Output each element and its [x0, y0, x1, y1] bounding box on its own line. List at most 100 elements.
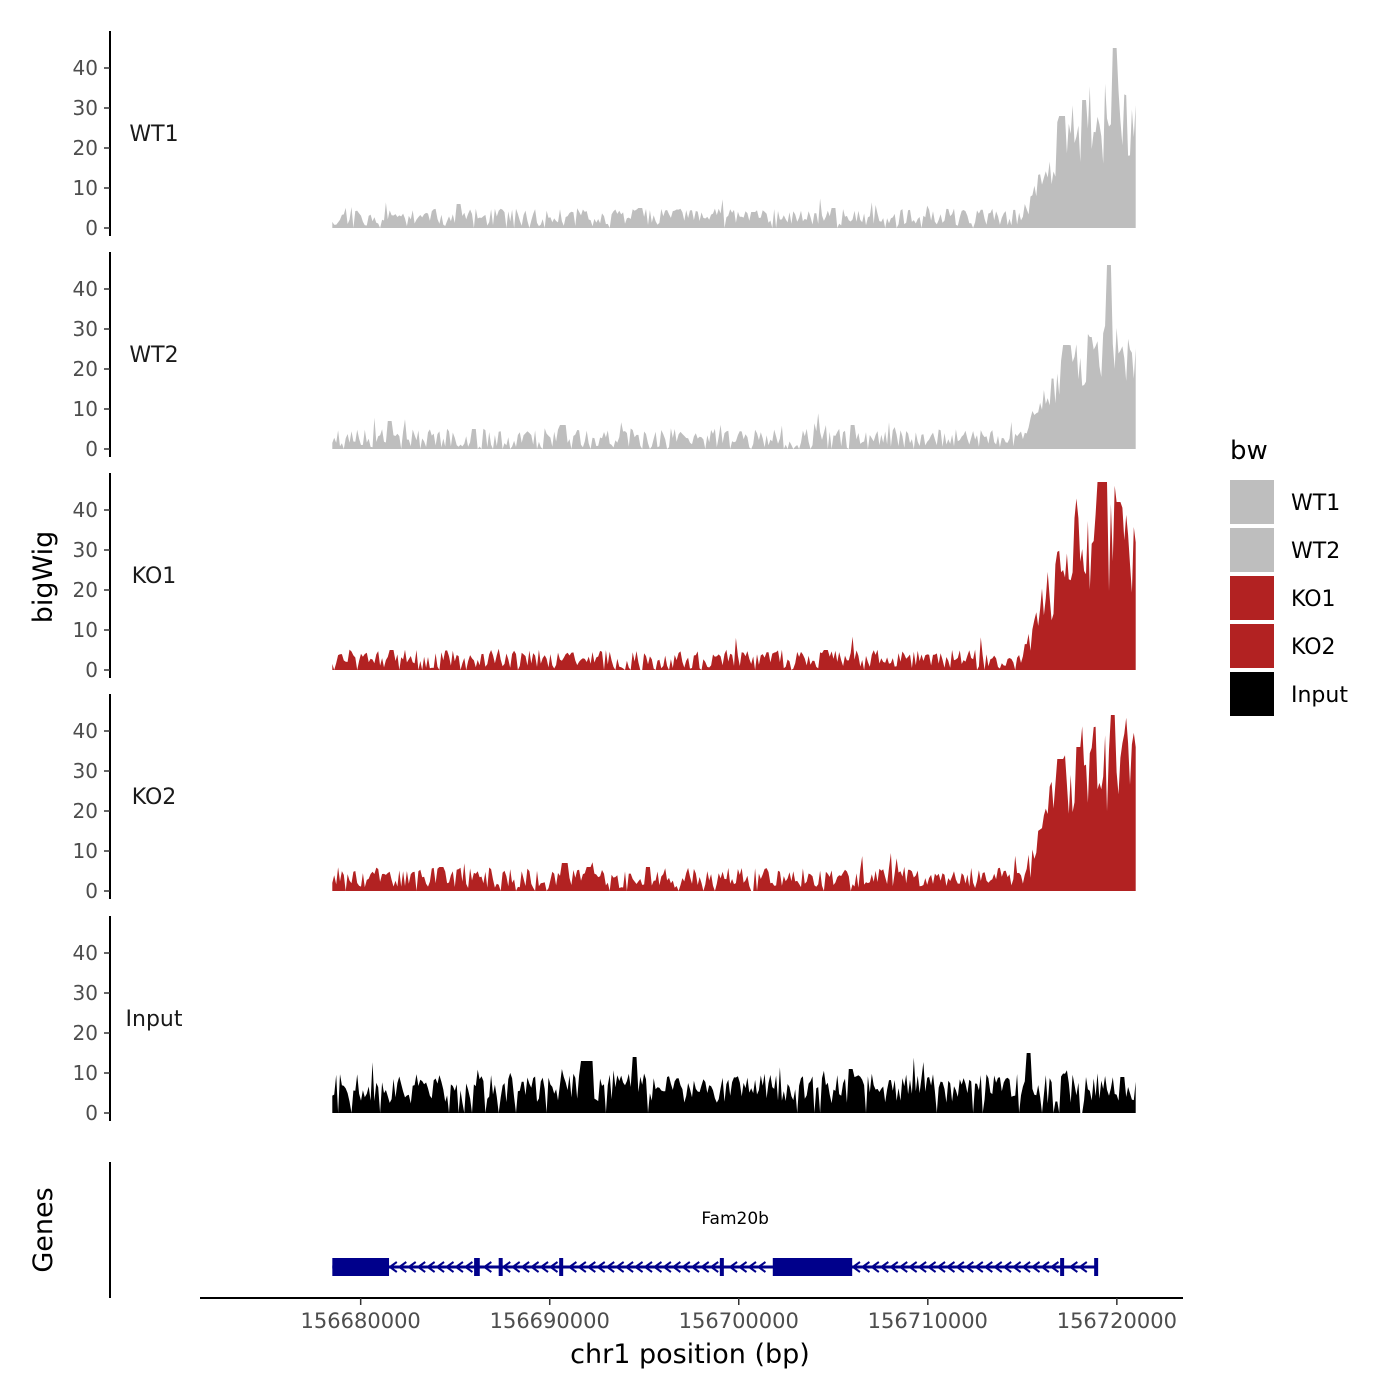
legend-key-ko1: [1230, 576, 1274, 620]
strand-arrow: [397, 1261, 407, 1273]
gene-exon: [1060, 1258, 1065, 1276]
track-label: KO1: [132, 564, 177, 589]
strand-arrow: [662, 1261, 672, 1273]
strand-arrow: [737, 1261, 748, 1273]
strand-arrow: [482, 1261, 492, 1273]
strand-arrow: [529, 1261, 540, 1273]
track-wt2: 0 10 20 30 40 WT2: [73, 252, 1136, 461]
y-tick-label: 0: [85, 658, 98, 682]
y-tick-label: 20: [73, 357, 98, 381]
strand-arrow: [1002, 1261, 1012, 1273]
legend-label: KO1: [1291, 587, 1336, 612]
gene-exon: [559, 1258, 564, 1276]
strand-arrow: [747, 1261, 757, 1273]
strand-arrow: [539, 1261, 549, 1273]
strand-arrow: [690, 1261, 700, 1273]
strand-arrow: [463, 1261, 474, 1273]
legend-label: WT2: [1291, 539, 1340, 564]
strand-arrow: [926, 1261, 937, 1273]
strand-arrow: [936, 1261, 946, 1273]
y-tick-label: 20: [73, 1021, 98, 1045]
strand-arrow: [416, 1261, 426, 1273]
strand-arrow: [889, 1261, 899, 1273]
gene-exon: [474, 1258, 480, 1276]
strand-arrow: [993, 1261, 1003, 1273]
signal-area-wt2: [332, 265, 1136, 449]
strand-arrow: [709, 1261, 719, 1273]
track-label: Input: [126, 1007, 183, 1032]
y-tick-label: 40: [73, 941, 98, 965]
signal-area-ko1: [332, 482, 1136, 670]
strand-arrow: [614, 1261, 625, 1273]
track-ko1: 0 10 20 30 40 KO1: [73, 473, 1136, 682]
y-tick-label: 40: [73, 56, 98, 80]
strand-arrow: [974, 1261, 984, 1273]
strand-arrow: [1068, 1261, 1078, 1273]
y-tick-label: 10: [73, 1061, 98, 1085]
y-tick-label: 40: [73, 498, 98, 522]
strand-arrow: [643, 1261, 653, 1273]
y-tick-label: 10: [73, 839, 98, 863]
signal-tracks: 0 10 20 30 40 WT1 0 10 20 30 40 WT2 0 10 20 30 40 KO1 0 10 2…: [73, 31, 1136, 1125]
y-tick-label: 10: [73, 176, 98, 200]
gene-exon: [1094, 1258, 1099, 1276]
y-tick-label: 20: [73, 799, 98, 823]
strand-arrow: [633, 1261, 644, 1273]
strand-arrow: [425, 1261, 436, 1273]
y-tick-label: 30: [73, 981, 98, 1005]
legend-key-wt2: [1230, 528, 1274, 572]
strand-arrow: [1030, 1261, 1041, 1273]
y-tick-label: 0: [85, 216, 98, 240]
x-axis-title: chr1 position (bp): [570, 1339, 810, 1370]
gene-exon: [772, 1258, 853, 1276]
strand-arrow: [870, 1261, 880, 1273]
strand-arrow: [454, 1261, 464, 1273]
legend: bw WT1 WT2 KO1 KO2 Input: [1230, 436, 1348, 716]
track-wt1: 0 10 20 30 40 WT1: [73, 31, 1136, 240]
strand-arrow: [907, 1261, 918, 1273]
strand-arrow: [605, 1261, 615, 1273]
strand-arrow: [1078, 1261, 1088, 1273]
signal-area-ko2: [332, 715, 1136, 891]
legend-label: Input: [1291, 683, 1348, 708]
legend-key-input: [1230, 672, 1274, 716]
track-input: 0 10 20 30 40 Input: [73, 916, 1136, 1125]
strand-arrow: [1021, 1261, 1031, 1273]
strand-arrow: [501, 1261, 511, 1273]
strand-arrow: [983, 1261, 993, 1273]
gene-exon: [332, 1258, 390, 1276]
legend-label: KO2: [1291, 635, 1336, 660]
legend-label: WT1: [1291, 491, 1340, 516]
y-tick-label: 0: [85, 437, 98, 461]
legend-key-wt1: [1230, 480, 1274, 524]
y-tick-label: 20: [73, 578, 98, 602]
strand-arrow: [388, 1261, 398, 1273]
strand-arrow: [407, 1261, 417, 1273]
y-tick-label: 0: [85, 1101, 98, 1125]
x-tick-label: 156700000: [679, 1309, 799, 1333]
strand-arrow: [945, 1261, 956, 1273]
strand-arrow: [520, 1261, 530, 1273]
strand-arrow: [964, 1261, 974, 1273]
y-tick-label: 10: [73, 618, 98, 642]
track-ko2: 0 10 20 30 40 KO2: [73, 694, 1136, 903]
strand-arrow: [548, 1261, 559, 1273]
strand-arrow: [728, 1261, 738, 1273]
gene-name: Fam20b: [701, 1209, 769, 1229]
strand-arrow: [851, 1261, 861, 1273]
strand-arrow: [596, 1261, 606, 1273]
strand-arrow: [435, 1261, 445, 1273]
strand-arrow: [1011, 1261, 1022, 1273]
strand-arrow: [860, 1261, 870, 1273]
strand-arrow: [510, 1261, 521, 1273]
strand-arrow: [700, 1261, 710, 1273]
strand-arrow: [955, 1261, 965, 1273]
y-tick-label: 0: [85, 879, 98, 903]
y-tick-label: 40: [73, 719, 98, 743]
signal-area-input: [332, 1053, 1136, 1113]
track-label: KO2: [132, 785, 177, 810]
strand-arrow: [671, 1261, 681, 1273]
track-label: WT2: [129, 343, 178, 368]
strand-arrow: [567, 1261, 577, 1273]
strand-arrow: [879, 1261, 889, 1273]
